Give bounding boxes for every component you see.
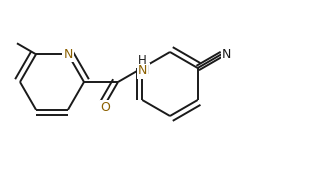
Text: N: N <box>222 47 232 60</box>
Text: O: O <box>100 101 110 114</box>
Text: N: N <box>138 65 147 78</box>
Text: H: H <box>140 57 149 67</box>
Text: N: N <box>140 63 149 76</box>
Text: H: H <box>138 54 147 68</box>
Text: N: N <box>63 48 73 61</box>
